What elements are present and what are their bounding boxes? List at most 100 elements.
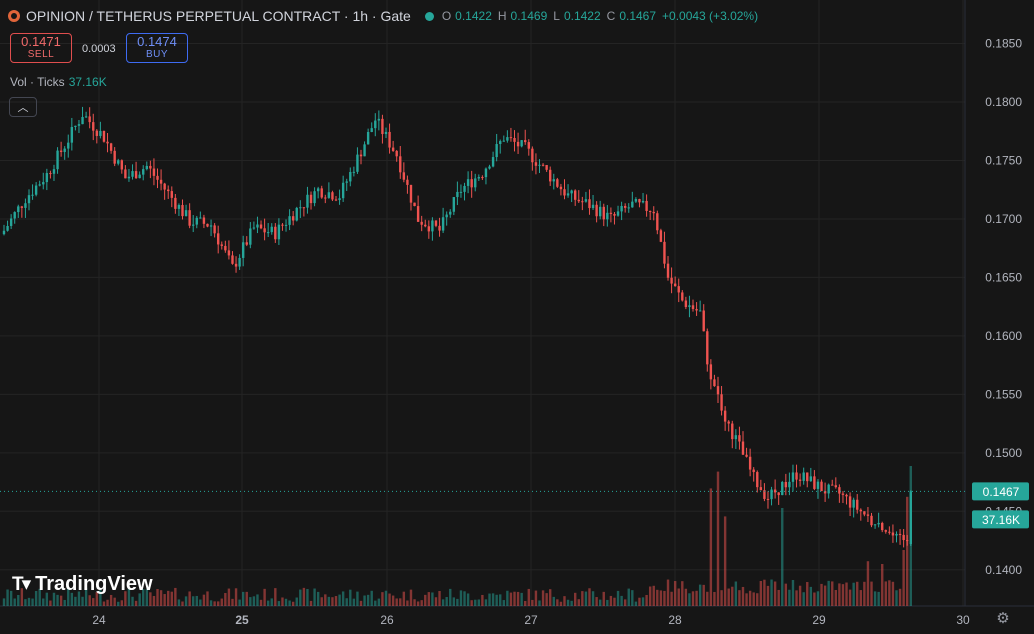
candle-body (495, 144, 498, 158)
candle-body (199, 217, 202, 219)
volume-bar (552, 596, 555, 606)
candle-body (877, 522, 880, 525)
volume-bar (831, 581, 834, 606)
candle-body (163, 183, 166, 190)
price-axis[interactable]: 0.14000.14500.15000.15500.16000.16500.17… (985, 37, 1022, 577)
volume-bar (31, 598, 34, 606)
volume-bar (142, 589, 145, 606)
price-tick-label: 0.1550 (985, 387, 1022, 401)
volume-bar (648, 586, 652, 606)
volume-bar (673, 581, 677, 606)
candle-body (117, 160, 120, 164)
candle-body (581, 201, 584, 203)
time-tick-label: 26 (380, 613, 394, 627)
volume-bar (495, 594, 498, 606)
candle-body (224, 245, 227, 251)
candle-body (741, 441, 745, 455)
candle-body (331, 192, 334, 200)
candle-body (623, 205, 627, 208)
volume-bar (877, 591, 880, 606)
candle-body (891, 532, 895, 536)
candle-body (370, 128, 373, 132)
candle-body (634, 199, 638, 202)
time-tick-label: 29 (812, 613, 826, 627)
volume-bar (245, 591, 248, 606)
volume-bar (491, 593, 495, 606)
volume-bar (752, 592, 755, 606)
candle-body (791, 472, 795, 482)
market-status-icon[interactable] (424, 11, 434, 21)
time-tick-label: 28 (668, 613, 682, 627)
candle-body (192, 224, 195, 226)
candle-body (274, 226, 277, 240)
candle-body (6, 225, 9, 231)
candle-body (841, 493, 845, 495)
volume-bar (666, 579, 670, 606)
candle-body (374, 120, 377, 129)
time-tick-label: 24 (92, 613, 106, 627)
candle-body (595, 204, 598, 217)
candle-body (363, 144, 366, 157)
ohlc-low-key: L (553, 9, 560, 23)
volume-bar (659, 590, 663, 606)
candle-body (106, 141, 109, 144)
sell-button[interactable]: 0.1471 SELL (10, 33, 72, 63)
candle-body (524, 140, 527, 143)
candle-body (673, 283, 677, 287)
volume-bar (706, 591, 709, 606)
symbol-title[interactable]: OPINION / TETHERUS PERPETUAL CONTRACT · … (26, 8, 411, 24)
candle-body (695, 308, 698, 311)
volume-bar (402, 591, 406, 606)
volume-bar (249, 597, 252, 606)
candle-body (906, 540, 909, 542)
volume-bar (784, 583, 788, 606)
candle-body (338, 198, 341, 201)
volume-bar (127, 588, 131, 606)
volume-bar (541, 590, 545, 606)
candle-body (167, 189, 170, 192)
candle-body (788, 481, 791, 488)
time-tick-label: 27 (524, 613, 538, 627)
volume-bar (524, 600, 527, 606)
candle-body (713, 379, 716, 387)
buy-label: BUY (145, 49, 169, 60)
candle-body (798, 479, 802, 481)
candle-body (863, 511, 866, 515)
volume-bar (424, 594, 427, 606)
collapse-legend-button[interactable]: ︿ (9, 97, 37, 117)
volume-bar (470, 600, 473, 606)
candle-body (320, 188, 323, 198)
volume-bar (106, 599, 109, 606)
candle-body (99, 130, 102, 136)
volume-bar (463, 591, 466, 606)
volume-bar (588, 588, 591, 606)
volume-bar (870, 581, 873, 606)
volume-bar (759, 580, 763, 606)
volume-bar (691, 591, 695, 606)
volume-bar (574, 592, 577, 606)
volume-bar (545, 593, 548, 606)
candle-body (681, 292, 684, 301)
volume-bar (399, 598, 402, 606)
candle-body (88, 116, 91, 123)
candle-body (399, 156, 402, 173)
volume-bar (613, 597, 616, 606)
buy-button[interactable]: 0.1474 BUY (126, 33, 188, 63)
volume-bar (823, 585, 827, 606)
tradingview-logo[interactable]: T▾ TradingView (12, 573, 153, 596)
time-axis[interactable]: 24 25 26 27 28 29 30 (92, 613, 970, 627)
volume-legend[interactable]: Vol · Ticks 37.16K (10, 75, 107, 89)
price-tick-label: 0.1600 (985, 329, 1022, 343)
candle-body (145, 165, 148, 170)
candle-body (795, 472, 798, 480)
candle-body (181, 205, 184, 217)
candle-body (638, 199, 641, 203)
candle-body (859, 509, 862, 512)
candle-body (281, 224, 284, 226)
volume-bar (338, 594, 341, 606)
settings-gear-icon[interactable]: ⚙ (996, 610, 1010, 627)
candle-body (806, 472, 809, 482)
candle-body (24, 203, 27, 208)
candle-body (156, 175, 159, 180)
